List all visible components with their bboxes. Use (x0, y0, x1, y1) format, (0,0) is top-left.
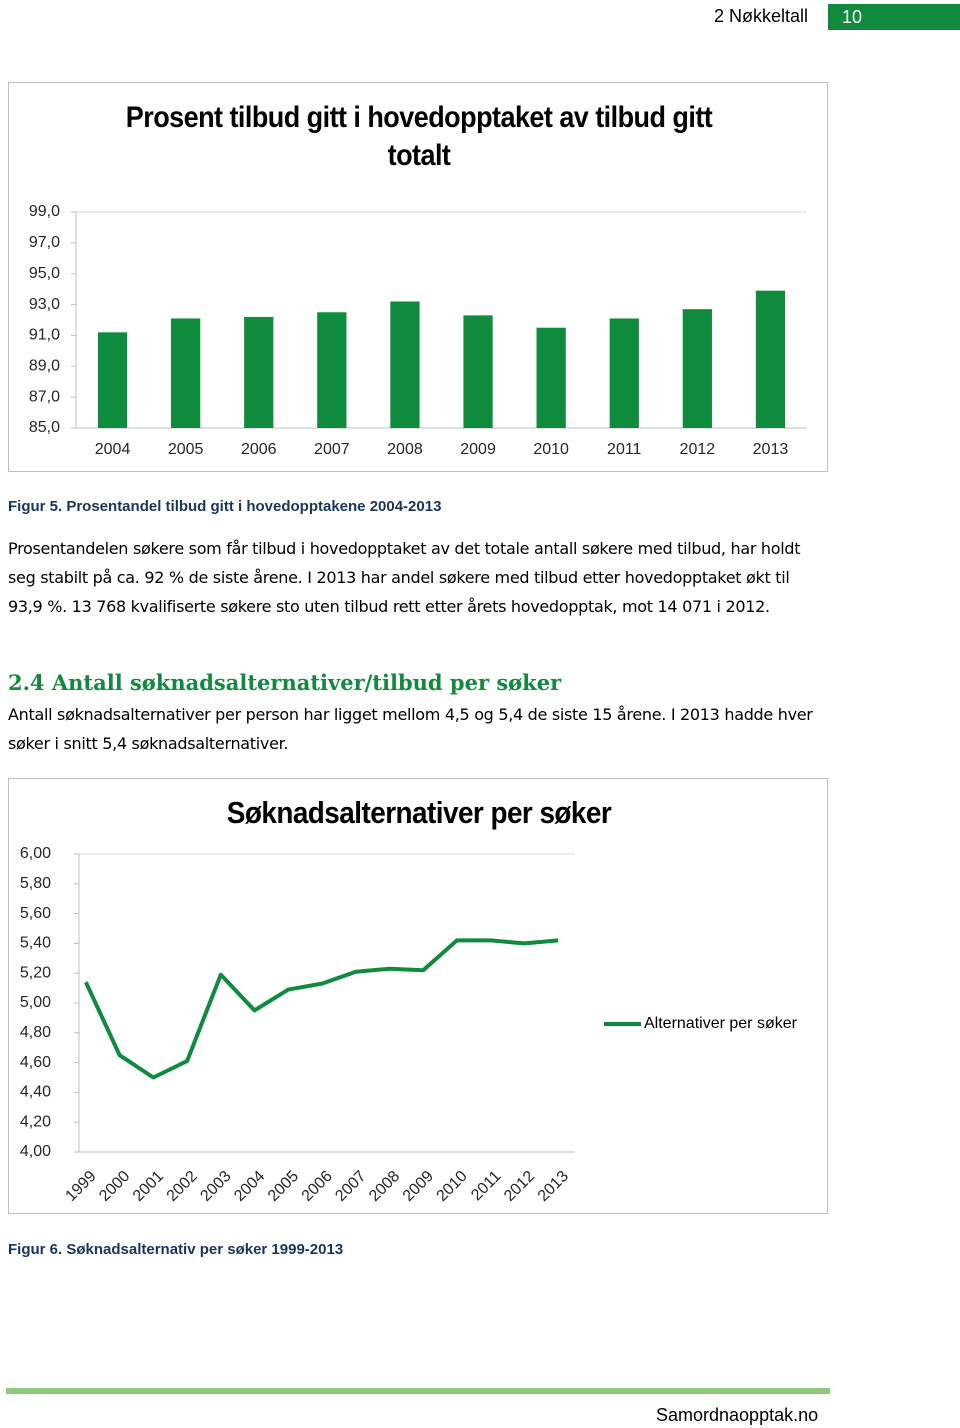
x-tick-label: 2005 (265, 1168, 302, 1205)
chart-title: Prosent tilbud gitt i hovedopptaket av t… (125, 101, 713, 172)
footer-rule (6, 1388, 830, 1394)
bar (390, 301, 420, 428)
bar (536, 327, 566, 428)
x-tick-label: 2012 (680, 441, 716, 458)
line-series (84, 938, 559, 1080)
x-tick-label: 2008 (366, 1168, 403, 1205)
y-tick-label: 4,40 (20, 1084, 51, 1101)
x-tick-label: 2012 (501, 1168, 538, 1205)
y-tick-label: 95,0 (29, 265, 60, 282)
y-tick-label: 87,0 (29, 388, 60, 405)
x-tick-label: 2013 (753, 441, 789, 458)
y-tick-label: 89,0 (29, 358, 60, 375)
paragraph: Antall søknadsalternativer per person ha… (8, 705, 813, 753)
x-tick-label: 2005 (168, 441, 204, 458)
y-tick-label: 99,0 (29, 203, 60, 220)
y-tick-label: 85,0 (29, 419, 60, 436)
y-tick-label: 5,40 (20, 935, 51, 952)
x-tick-label: 2007 (314, 441, 350, 458)
page-number: 10 (828, 4, 960, 30)
chart-box: Søknadsalternativer per søker 4,00 4,20 4,… (8, 778, 828, 1214)
paragraph: Prosentandelen søkere som får tilbud i h… (8, 539, 801, 616)
bar (244, 316, 274, 428)
y-tick-label: 5,20 (20, 964, 51, 981)
footer: Samordnaopptak.no (656, 1405, 819, 1425)
bar (97, 332, 128, 428)
bar (463, 315, 493, 428)
x-tick-label: 2000 (96, 1168, 133, 1205)
x-tick-label: 2008 (387, 441, 423, 458)
y-tick-label: 4,00 (20, 1143, 51, 1160)
bar (682, 309, 712, 428)
y-tick-label: 5,00 (20, 994, 51, 1011)
chart: 4,00 4,20 4,40 4,60 4,80 5,00 5,20 5,40 5,60 5,80… (20, 845, 798, 1205)
x-tick-label: 2004 (231, 1168, 268, 1205)
y-tick-label: 4,60 (20, 1054, 51, 1071)
y-tick-label: 97,0 (29, 234, 60, 251)
x-tick-label: 2009 (400, 1168, 437, 1205)
x-tick-label: 2009 (460, 441, 496, 458)
x-tick-label: 2010 (533, 441, 569, 458)
bar (609, 318, 639, 428)
y-tick-label: 91,0 (29, 327, 60, 344)
x-tick-label: 2010 (434, 1168, 471, 1205)
header-section: 2 Nøkkeltall (714, 6, 809, 26)
chart-box: Prosent tilbud gitt i hovedopptaket av t… (8, 82, 828, 472)
y-tick-label: 5,80 (20, 875, 51, 892)
y-tick-label: 4,20 (20, 1113, 51, 1130)
x-tick-label: 2004 (95, 441, 131, 458)
x-tick-label: 2013 (535, 1168, 572, 1205)
bar (755, 290, 786, 428)
figure-caption: Figur 6. Søknadsalternativ per søker 199… (8, 1241, 344, 1258)
bar (317, 312, 347, 428)
x-tick-label: 2006 (299, 1168, 336, 1205)
y-tick-label: 4,80 (20, 1024, 51, 1041)
x-tick-label: 1999 (62, 1168, 99, 1205)
figure-caption: Figur 5. Prosentandel tilbud gitt i hove… (8, 498, 442, 515)
x-tick-label: 2002 (164, 1168, 201, 1205)
x-tick-label: 2006 (241, 441, 277, 458)
y-tick-label: 6,00 (20, 845, 51, 862)
chart: 85,0 87,0 89,0 91,0 93,0 95,0 97,0 99,0 2004 2005… (29, 203, 807, 458)
x-tick-label: 2001 (130, 1168, 167, 1205)
x-tick-label: 2007 (332, 1168, 369, 1205)
x-tick-label: 2011 (468, 1168, 504, 1204)
y-tick-label: 5,60 (20, 905, 51, 922)
x-tick-label: 2003 (197, 1168, 234, 1205)
bar (171, 318, 201, 428)
chart-title: Søknadsalternativer per søker (226, 795, 612, 830)
y-tick-label: 93,0 (29, 296, 60, 313)
section-heading: 2.4 Antall søknadsalternativer/tilbud pe… (8, 670, 562, 695)
legend-label: Alternativer per søker (644, 1015, 798, 1032)
x-tick-label: 2011 (607, 441, 642, 458)
